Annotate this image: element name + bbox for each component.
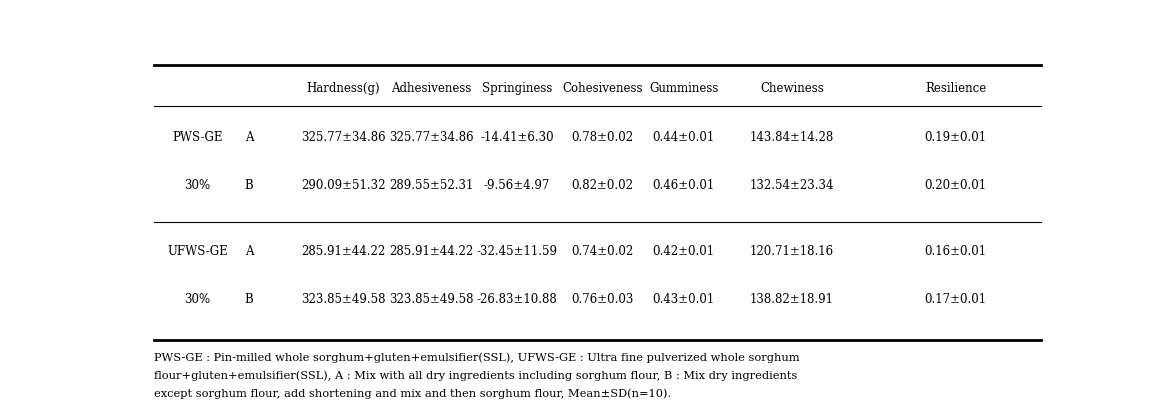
Text: B: B bbox=[244, 293, 253, 306]
Text: 0.76±0.03: 0.76±0.03 bbox=[572, 293, 634, 306]
Text: Gumminess: Gumminess bbox=[650, 82, 718, 95]
Text: PWS-GE: PWS-GE bbox=[172, 130, 223, 143]
Text: B: B bbox=[244, 179, 253, 192]
Text: -14.41±6.30: -14.41±6.30 bbox=[480, 130, 554, 143]
Text: 285.91±44.22: 285.91±44.22 bbox=[389, 245, 474, 258]
Text: 0.82±0.02: 0.82±0.02 bbox=[572, 179, 633, 192]
Text: 132.54±23.34: 132.54±23.34 bbox=[749, 179, 834, 192]
Text: -32.45±11.59: -32.45±11.59 bbox=[476, 245, 558, 258]
Text: except sorghum flour, add shortening and mix and then sorghum flour, Mean±SD(n=1: except sorghum flour, add shortening and… bbox=[155, 388, 672, 399]
Text: 285.91±44.22: 285.91±44.22 bbox=[301, 245, 386, 258]
Text: Adhesiveness: Adhesiveness bbox=[392, 82, 472, 95]
Text: 143.84±14.28: 143.84±14.28 bbox=[749, 130, 834, 143]
Text: 0.42±0.01: 0.42±0.01 bbox=[653, 245, 715, 258]
Text: Cohesiveness: Cohesiveness bbox=[562, 82, 643, 95]
Text: flour+gluten+emulsifier(SSL), A : Mix with all dry ingredients including sorghum: flour+gluten+emulsifier(SSL), A : Mix wi… bbox=[155, 370, 797, 381]
Text: PWS-GE : Pin-milled whole sorghum+gluten+emulsifier(SSL), UFWS-GE : Ultra fine p: PWS-GE : Pin-milled whole sorghum+gluten… bbox=[155, 353, 799, 363]
Text: 0.19±0.01: 0.19±0.01 bbox=[925, 130, 987, 143]
Text: 30%: 30% bbox=[185, 179, 210, 192]
Text: Chewiness: Chewiness bbox=[760, 82, 824, 95]
Text: 0.46±0.01: 0.46±0.01 bbox=[653, 179, 715, 192]
Text: 0.20±0.01: 0.20±0.01 bbox=[925, 179, 987, 192]
Text: 120.71±18.16: 120.71±18.16 bbox=[749, 245, 834, 258]
Text: 0.44±0.01: 0.44±0.01 bbox=[653, 130, 715, 143]
Text: 0.17±0.01: 0.17±0.01 bbox=[925, 293, 987, 306]
Text: 325.77±34.86: 325.77±34.86 bbox=[389, 130, 474, 143]
Text: 0.16±0.01: 0.16±0.01 bbox=[925, 245, 987, 258]
Text: 325.77±34.86: 325.77±34.86 bbox=[301, 130, 386, 143]
Text: Resilience: Resilience bbox=[925, 82, 987, 95]
Text: -9.56±4.97: -9.56±4.97 bbox=[485, 179, 551, 192]
Text: -26.83±10.88: -26.83±10.88 bbox=[476, 293, 558, 306]
Text: A: A bbox=[244, 130, 253, 143]
Text: 0.78±0.02: 0.78±0.02 bbox=[572, 130, 633, 143]
Text: 323.85±49.58: 323.85±49.58 bbox=[301, 293, 386, 306]
Text: 138.82±18.91: 138.82±18.91 bbox=[749, 293, 834, 306]
Text: A: A bbox=[244, 245, 253, 258]
Text: Springiness: Springiness bbox=[482, 82, 552, 95]
Text: UFWS-GE: UFWS-GE bbox=[167, 245, 228, 258]
Text: Hardness(g): Hardness(g) bbox=[307, 82, 380, 95]
Text: 30%: 30% bbox=[185, 293, 210, 306]
Text: 0.74±0.02: 0.74±0.02 bbox=[572, 245, 633, 258]
Text: 0.43±0.01: 0.43±0.01 bbox=[653, 293, 715, 306]
Text: 289.55±52.31: 289.55±52.31 bbox=[389, 179, 474, 192]
Text: 290.09±51.32: 290.09±51.32 bbox=[301, 179, 386, 192]
Text: 323.85±49.58: 323.85±49.58 bbox=[389, 293, 474, 306]
